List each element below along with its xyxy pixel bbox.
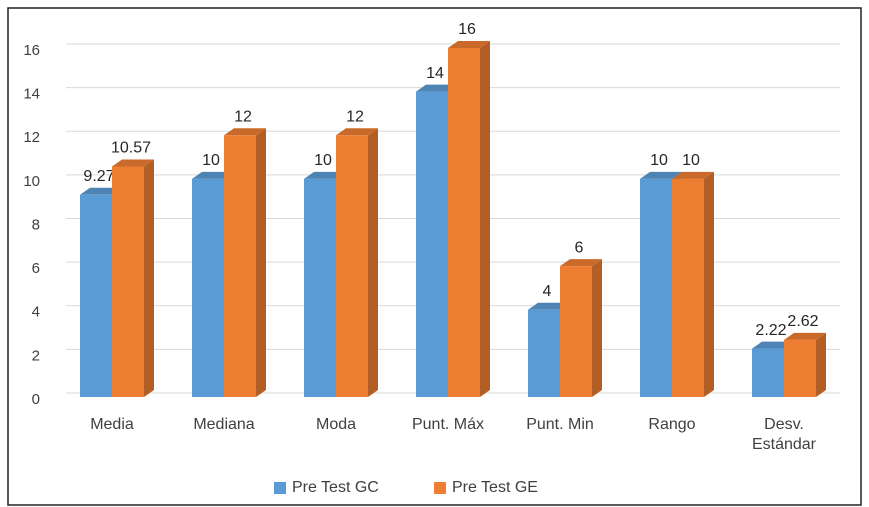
value-label: 14: [426, 65, 444, 82]
value-label: 4: [543, 283, 552, 300]
bar-top: [336, 128, 378, 136]
bar-front: [448, 48, 480, 397]
bar-side: [256, 128, 266, 397]
x-tick-label: Desv. Estándar: [751, 416, 817, 453]
bar-top: [528, 302, 570, 310]
bar-top: [80, 187, 122, 195]
value-label: 10: [202, 152, 220, 169]
bar: [336, 128, 378, 397]
bar-top: [448, 41, 490, 48]
value-label: 10: [650, 152, 668, 169]
y-tick-label: 10: [23, 173, 40, 190]
bar-top: [224, 128, 266, 136]
legend-swatch: [274, 482, 286, 494]
bar-front: [192, 178, 224, 397]
value-label: 9.27: [83, 168, 114, 185]
x-tick-label: Punt. Min: [526, 416, 594, 433]
y-tick-label: 14: [23, 86, 40, 103]
legend-swatch: [434, 482, 446, 494]
bar-top: [640, 171, 682, 179]
bar-top: [672, 171, 714, 179]
bar-side: [480, 41, 490, 397]
bar: [224, 128, 266, 397]
value-label: 10: [314, 152, 332, 169]
bar-front: [112, 166, 144, 397]
y-tick-label: 12: [23, 129, 40, 146]
bar-top: [416, 84, 458, 92]
y-tick-label: 6: [32, 260, 40, 277]
x-tick-label: Punt. Máx: [411, 416, 485, 433]
legend-label: Pre Test GC: [292, 479, 379, 496]
bar-front: [784, 339, 816, 397]
x-tick-label: Mediana: [193, 416, 255, 433]
chart-frame: [7, 7, 862, 506]
bar: [672, 171, 714, 397]
bar-side: [368, 128, 378, 397]
y-tick-label: 4: [32, 304, 40, 321]
bar: [112, 159, 154, 397]
bar-top: [192, 171, 234, 179]
y-tick-label: 0: [32, 391, 40, 408]
x-tick-label: Media: [90, 416, 134, 433]
bar-front: [640, 178, 672, 397]
bar-front: [416, 91, 448, 397]
bar-front: [560, 266, 592, 397]
bar-front: [752, 348, 784, 397]
value-label: 10: [682, 152, 700, 169]
value-label: 2.22: [755, 322, 786, 339]
legend-label: Pre Test GE: [452, 479, 538, 496]
y-tick-label: 16: [23, 42, 40, 59]
value-label: 12: [234, 108, 252, 125]
bar-front: [528, 309, 560, 397]
value-label: 6: [575, 239, 584, 256]
bar-front: [80, 194, 112, 397]
bar: [784, 332, 826, 397]
y-tick-label: 8: [32, 216, 40, 233]
bar: [560, 259, 602, 397]
bar-front: [304, 178, 336, 397]
bar: [448, 41, 490, 397]
value-label: 2.62: [787, 313, 818, 330]
bar-side: [592, 259, 602, 397]
bar-top: [560, 259, 602, 267]
bar-top: [304, 171, 346, 179]
bar-top: [784, 332, 826, 340]
bar-front: [336, 135, 368, 397]
bar-front: [224, 135, 256, 397]
bar-top: [112, 159, 154, 167]
bar-top: [752, 341, 794, 349]
y-tick-label: 2: [32, 347, 40, 364]
value-label: 12: [346, 108, 364, 125]
value-label: 16: [458, 21, 476, 38]
value-label: 10.57: [111, 140, 151, 157]
bar-side: [144, 159, 154, 397]
bar-front: [672, 178, 704, 397]
x-tick-label: Rango: [648, 416, 696, 433]
bar-side: [704, 171, 714, 397]
x-tick-label: Moda: [315, 416, 357, 433]
bar-side: [816, 332, 826, 397]
